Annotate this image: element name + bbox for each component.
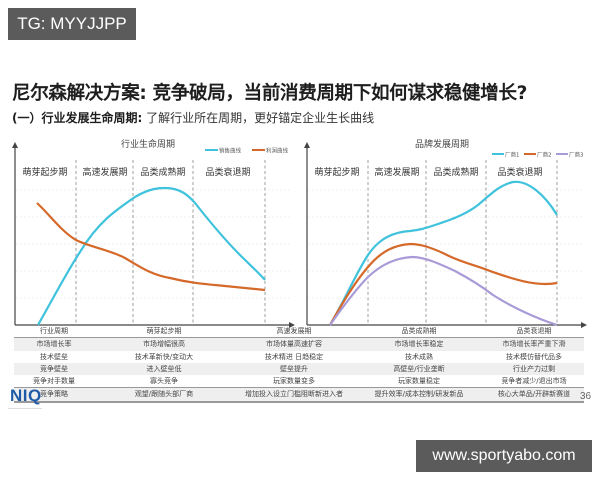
right-phase-label-3: 品类成熟期: [433, 166, 478, 178]
table-cell: 市场体量高速扩容: [266, 340, 322, 349]
table-row: 竞争对手数量 寡头竞争 玩家数量变多 玩家数量稳定 竞争者减少/退出市场: [14, 375, 584, 387]
table-row: 技术壁垒 技术革新快/变动大 技术精进 日趋稳定 技术成熟 技术模仿替代品多: [14, 351, 584, 363]
table-cell: 寡头竞争: [150, 377, 178, 386]
table-row: 竞争策略 观望/跟随头部厂商 增加投入设立门槛阻断新进入者 提升效率/成本控制/…: [14, 387, 584, 403]
table-cell: 市场增幅很高: [143, 340, 185, 349]
table-cell: 技术精进 日趋稳定: [264, 352, 324, 361]
page-title: 尼尔森解决方案: 竞争破局，当前消费周期下如何谋求稳健增长?: [12, 83, 528, 104]
table-cell: 技术革新快/变动大: [134, 352, 194, 361]
left-legend: 销售曲线 利润曲线: [205, 147, 289, 155]
table-cell: 市场增长率稳定: [394, 340, 444, 349]
right-vendor3-curve: [329, 255, 558, 327]
table-cell: 竞争壁垒: [40, 364, 68, 373]
right-phase-label-1: 萌芽起步期: [314, 166, 359, 178]
left-profit-curve: [36, 202, 266, 292]
table-cell: 观望/跟随头部厂商: [134, 390, 194, 399]
table-cell: 玩家数量变多: [273, 377, 315, 386]
tg-badge: TG: MYYJJPP: [8, 8, 136, 40]
legend-profit-label: 利润曲线: [266, 147, 289, 155]
page-subtitle: (一）行业发展生命周期: 了解行业所在周期，更好锚定企业生长曲线: [12, 109, 374, 126]
watermark-badge: www.sportyabo.com: [416, 440, 592, 472]
table-cell: 品类成熟期: [401, 327, 437, 335]
logo-underline: [8, 408, 42, 409]
table-cell: 竞争对手数量: [33, 377, 75, 386]
table-cell: 高壁垒/行业垄断: [393, 364, 445, 373]
right-vendor2-curve: [329, 242, 558, 326]
right-chart-title: 品牌发展周期: [415, 138, 469, 150]
legend-vendor2-label: 厂商2: [537, 151, 552, 159]
niq-logo: NIQ: [10, 386, 42, 405]
legend-sales-label: 销售曲线: [219, 147, 242, 155]
legend-vendor3-label: 厂商3: [569, 151, 584, 159]
subtitle-rest: 了解行业所在周期，更好锚定企业生长曲线: [142, 111, 375, 125]
left-phase-label-1: 萌芽起步期: [22, 166, 67, 178]
table-cell: 技术模仿替代品多: [506, 352, 562, 361]
left-grid: [16, 189, 290, 299]
table-cell: 核心大单品/开辟新赛道: [497, 390, 571, 399]
table-cell: 技术成熟: [405, 352, 433, 361]
table-cell: 玩家数量稳定: [398, 377, 440, 386]
table-row: 竞争壁垒 进入壁垒低 壁垒提升 高壁垒/行业垄断 行业产力过剩: [14, 362, 584, 376]
table-cell: 壁垒提升: [280, 364, 308, 373]
right-phase-label-4: 品类衰退期: [497, 166, 542, 178]
subtitle-bold: (一）行业发展生命周期:: [12, 111, 143, 125]
table-cell: 市场增长率严重下滑: [502, 340, 566, 349]
right-phase-dividers: [367, 160, 558, 325]
left-phase-label-4: 品类衰退期: [205, 166, 250, 178]
right-chart: 品牌发展周期 厂商1 厂商2 厂商3 萌芽起步期 高速发展期 品类成熟期 品类衰…: [304, 138, 587, 328]
table-cell: 市场增长率: [36, 340, 72, 349]
table-cell: 高速发展期: [276, 327, 312, 335]
table-cell: 增加投入设立门槛阻断新进入者: [245, 390, 343, 399]
table-cell: 竞争者减少/退出市场: [501, 377, 567, 386]
table-cell: 行业产力过剩: [513, 364, 555, 373]
table-cell: 竞争策略: [40, 390, 68, 399]
page-number: 36: [580, 391, 592, 402]
lifecycle-table: 行业周期 萌芽起步期 高速发展期 品类成熟期 品类衰退期 市场增长率 市场增幅很…: [14, 325, 584, 403]
table-cell: 技术壁垒: [40, 352, 68, 361]
left-chart: 行业生命周期 销售曲线 利润曲线 萌芽起步期 高速发展期 品类成熟期 品类衰退期: [12, 138, 295, 328]
table-cell: 行业周期: [40, 327, 68, 335]
left-phase-label-2: 高速发展期: [82, 166, 127, 178]
legend-vendor1-label: 厂商1: [505, 151, 520, 159]
table-cell: 提升效率/成本控制/研发新品: [374, 390, 464, 399]
right-vendor1-curve: [329, 180, 558, 326]
table-cell: 品类衰退期: [516, 327, 552, 335]
left-chart-title: 行业生命周期: [121, 138, 175, 150]
right-phase-label-2: 高速发展期: [374, 166, 419, 178]
table-row: 市场增长率 市场增幅很高 市场体量高速扩容 市场增长率稳定 市场增长率严重下滑: [14, 338, 584, 351]
left-phase-dividers: [75, 160, 266, 325]
table-cell: 进入壁垒低: [146, 364, 182, 373]
table-row: 行业周期 萌芽起步期 高速发展期 品类成熟期 品类衰退期: [14, 325, 584, 339]
left-sales-curve: [37, 186, 266, 326]
right-grid: [308, 189, 582, 299]
left-phase-label-3: 品类成熟期: [140, 166, 185, 178]
table-cell: 萌芽起步期: [146, 327, 182, 335]
right-legend: 厂商1 厂商2 厂商3: [492, 151, 584, 159]
